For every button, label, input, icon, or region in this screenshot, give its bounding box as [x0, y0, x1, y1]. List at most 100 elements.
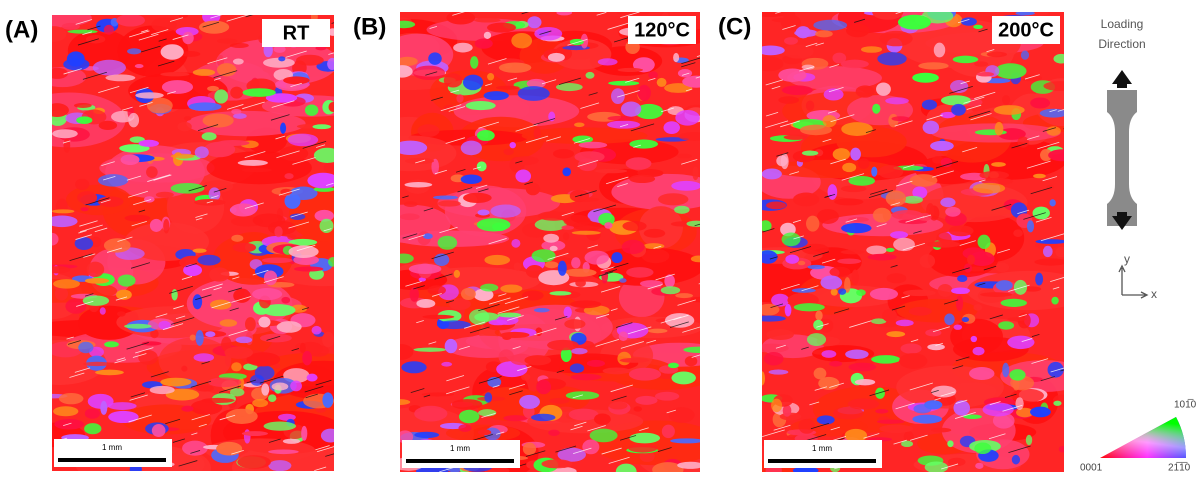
- grain: [951, 287, 970, 294]
- grain: [264, 422, 296, 431]
- grain: [428, 285, 446, 295]
- grain: [755, 344, 789, 353]
- grain: [242, 168, 272, 172]
- grain: [913, 404, 931, 413]
- grain: [918, 62, 948, 69]
- grain: [1015, 397, 1023, 410]
- grain: [264, 271, 277, 286]
- grain: [268, 449, 299, 454]
- grain: [181, 406, 193, 412]
- grain: [850, 148, 861, 161]
- loading-title: Loading: [1101, 17, 1144, 31]
- grain: [912, 415, 942, 424]
- grain: [513, 156, 539, 165]
- grain: [1051, 297, 1058, 305]
- grain: [594, 413, 611, 424]
- grain: [312, 124, 331, 129]
- grain: [245, 317, 256, 331]
- grain: [217, 63, 236, 76]
- grain: [562, 167, 571, 176]
- grain: [875, 409, 888, 414]
- grain: [813, 320, 823, 330]
- grain: [969, 367, 994, 380]
- grain: [461, 288, 476, 300]
- grain: [848, 398, 879, 409]
- grain: [807, 265, 825, 269]
- grain: [233, 243, 257, 253]
- panel-label: (B): [353, 13, 386, 40]
- grain: [677, 462, 703, 469]
- grain: [813, 20, 847, 31]
- grain: [151, 17, 176, 32]
- grain: [543, 234, 559, 243]
- grain: [536, 380, 551, 394]
- grain: [973, 25, 983, 29]
- grain: [135, 92, 163, 98]
- grain: [782, 85, 813, 95]
- grain: [532, 249, 556, 262]
- grain: [118, 275, 136, 287]
- grain: [489, 319, 508, 325]
- grain: [83, 362, 112, 366]
- grain: [1053, 54, 1069, 64]
- grain: [1055, 247, 1068, 258]
- grain: [571, 257, 581, 268]
- grain: [841, 122, 873, 136]
- grain: [397, 57, 418, 66]
- grain: [100, 401, 107, 415]
- grain: [856, 85, 875, 97]
- grain: [878, 165, 903, 178]
- grain: [453, 43, 473, 53]
- grain: [204, 142, 235, 158]
- grain: [675, 293, 693, 298]
- grain: [237, 455, 271, 469]
- grain: [759, 371, 765, 385]
- grain: [477, 209, 489, 215]
- grain: [882, 309, 897, 322]
- grain: [272, 383, 289, 391]
- grain: [458, 424, 471, 432]
- grain: [209, 187, 221, 201]
- grain: [622, 240, 645, 254]
- ipf-legend: 101̅0 0001 21̅1̅0: [1080, 399, 1197, 474]
- grain: [828, 184, 838, 200]
- condition-label: 200°C: [998, 19, 1054, 41]
- grain: [618, 68, 644, 72]
- grain: [108, 411, 138, 423]
- grain: [1007, 317, 1027, 321]
- grain: [691, 256, 706, 263]
- grain: [55, 287, 68, 301]
- grain: [243, 88, 276, 97]
- grain: [909, 307, 932, 316]
- grain: [195, 146, 209, 158]
- grain: [287, 234, 296, 240]
- ebsd-map: [0, 8, 376, 477]
- grain: [670, 438, 703, 443]
- specimen: [1107, 90, 1137, 226]
- grain: [778, 96, 799, 104]
- grain: [75, 179, 89, 190]
- grain: [886, 331, 905, 337]
- grain: [973, 347, 985, 355]
- grain: [401, 361, 426, 373]
- grain: [1033, 174, 1046, 179]
- grain: [124, 324, 152, 329]
- panel-label: (A): [5, 16, 38, 43]
- grain: [594, 169, 627, 173]
- grain: [466, 101, 496, 110]
- grain: [923, 121, 939, 135]
- grain: [193, 248, 207, 252]
- grain: [629, 175, 655, 183]
- grain: [202, 132, 217, 140]
- grain: [414, 432, 439, 438]
- grain: [802, 151, 818, 156]
- grain: [135, 64, 144, 68]
- grain: [422, 315, 454, 319]
- grain: [456, 94, 463, 103]
- grain: [201, 398, 234, 403]
- grain: [53, 406, 78, 416]
- grain: [1046, 126, 1060, 136]
- grain: [461, 174, 482, 183]
- grain: [171, 154, 195, 159]
- grain: [321, 429, 340, 443]
